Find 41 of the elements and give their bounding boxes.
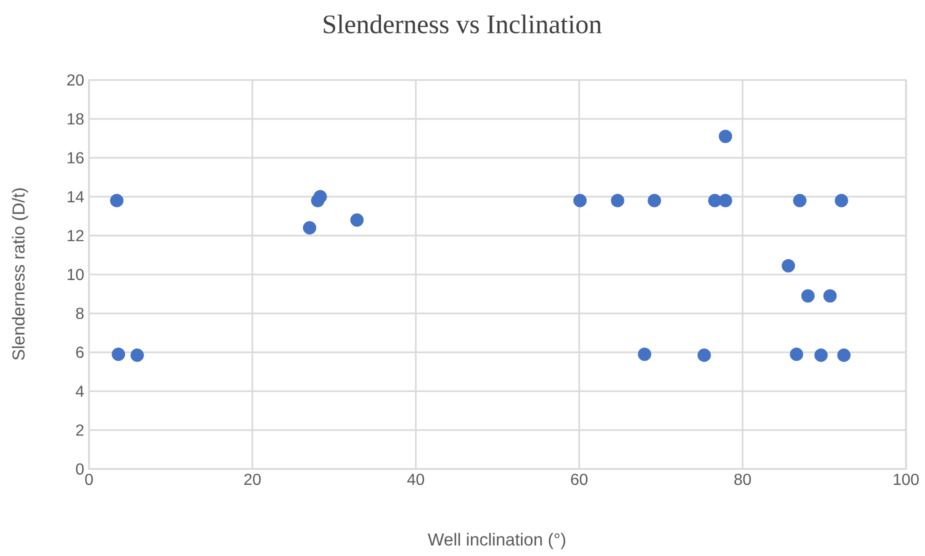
point xyxy=(110,194,124,208)
y-tick-label: 18 xyxy=(68,113,84,125)
point xyxy=(638,348,652,361)
y-tick-label: 2 xyxy=(76,424,84,436)
point xyxy=(718,194,732,208)
x-tick-label: 40 xyxy=(407,474,424,486)
y-tick-label: 12 xyxy=(68,230,84,242)
point xyxy=(834,194,848,208)
x-tick-label: 100 xyxy=(894,474,919,486)
point xyxy=(314,190,327,204)
point xyxy=(801,289,815,303)
point xyxy=(573,194,587,208)
x-tick-label: 80 xyxy=(734,474,751,486)
y-tick-label: 20 xyxy=(67,74,84,86)
point xyxy=(302,221,316,234)
y-tick-label: 16 xyxy=(68,152,84,164)
y-axis-title: Slenderness ratio (D/t) xyxy=(12,188,28,360)
point xyxy=(793,194,806,208)
point xyxy=(718,130,732,144)
x-axis-title: Well inclination (°) xyxy=(428,532,566,550)
x-tick-label: 0 xyxy=(85,474,93,486)
x-tick-label: 60 xyxy=(571,474,588,486)
point xyxy=(130,348,144,362)
point xyxy=(837,348,851,362)
x-tick-label: 20 xyxy=(244,474,261,486)
y-tick-label: 4 xyxy=(76,386,84,397)
y-tick-label: 10 xyxy=(68,268,84,280)
point xyxy=(648,194,662,208)
point xyxy=(782,259,796,272)
y-tick-label: 8 xyxy=(76,308,84,320)
y-tick-label: 0 xyxy=(76,463,84,475)
point xyxy=(814,348,828,362)
chart-title: Slenderness vs Inclination xyxy=(324,14,602,34)
y-tick-label: 6 xyxy=(76,346,84,358)
point xyxy=(610,194,624,208)
point xyxy=(698,348,711,362)
y-tick-label: 14 xyxy=(68,191,84,202)
point xyxy=(350,213,364,227)
point xyxy=(112,348,126,361)
point xyxy=(823,289,837,303)
point xyxy=(790,348,804,361)
